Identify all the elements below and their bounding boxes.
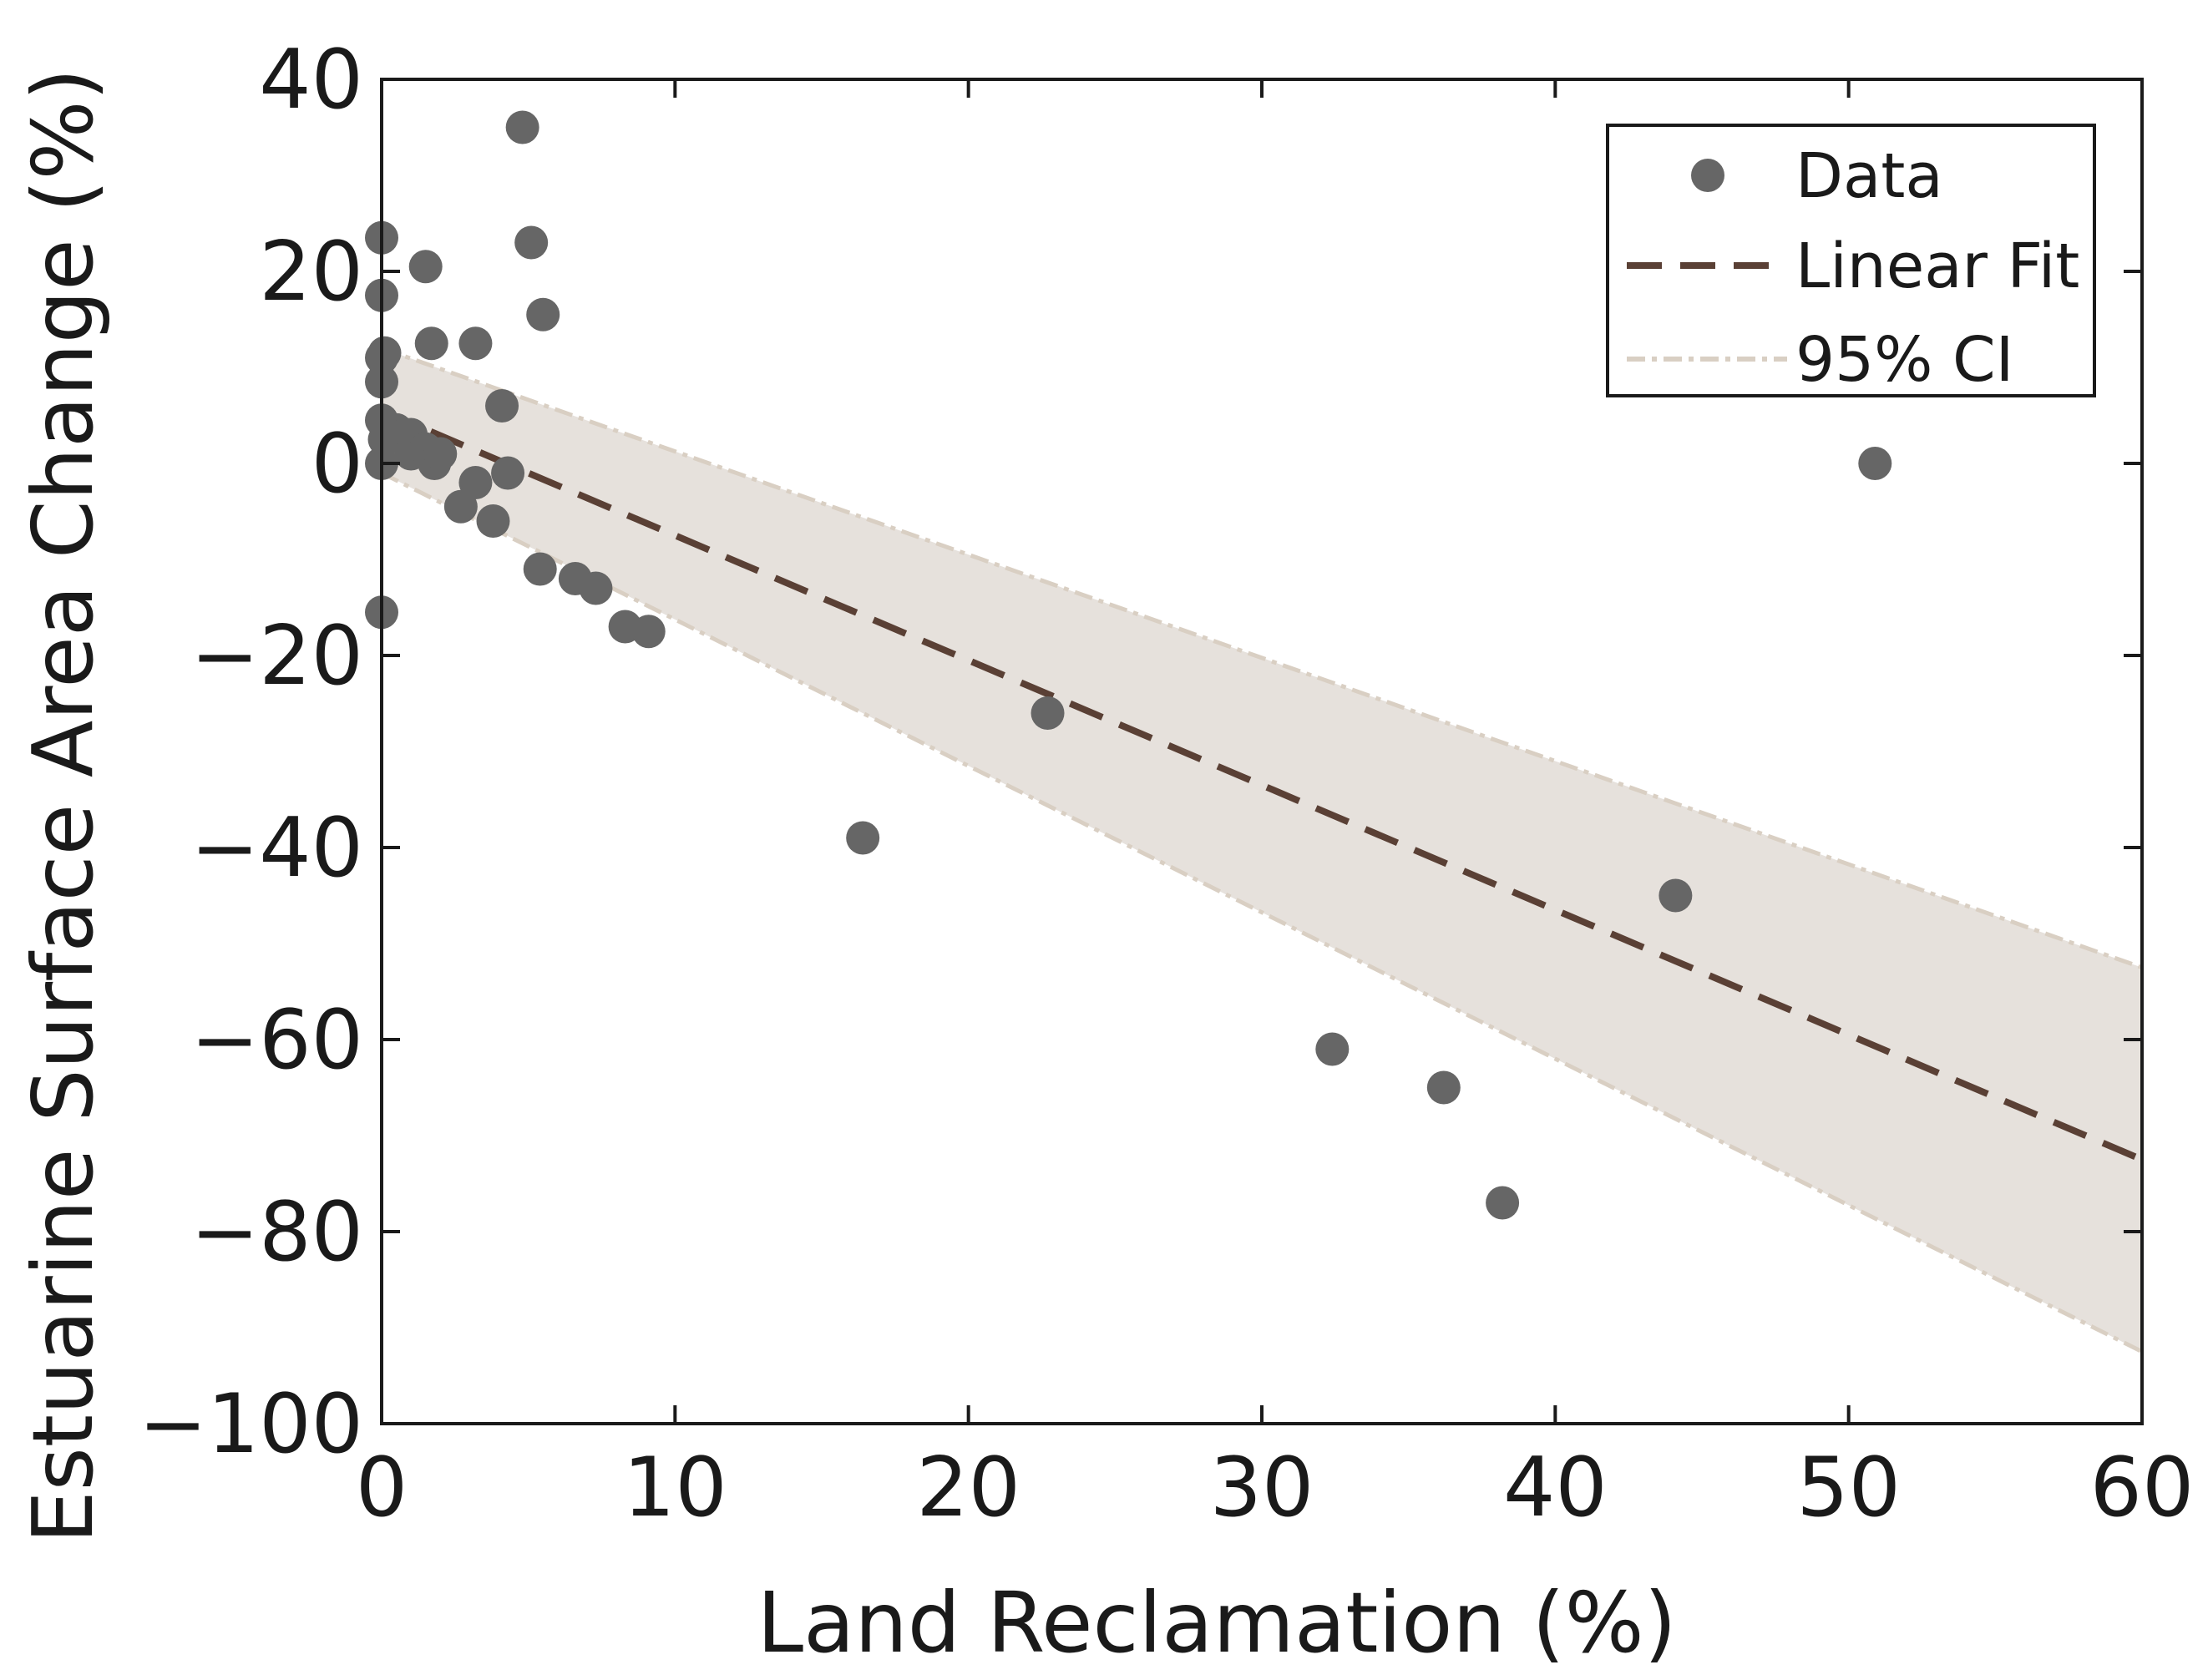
data-point [491, 456, 525, 490]
y-tick-label: −20 [190, 609, 363, 704]
y-tick-label: −100 [139, 1377, 363, 1472]
x-tick-label: 50 [1796, 1440, 1901, 1536]
y-tick-label: 0 [311, 417, 363, 512]
y-tick-label: −60 [190, 993, 363, 1088]
data-point [1315, 1032, 1350, 1066]
ci-lower-line [380, 471, 2144, 1354]
data-point [458, 326, 493, 361]
x-axis-label: Land Reclamation (%) [757, 1574, 1676, 1672]
y-tick-label: 40 [259, 33, 363, 128]
data-point [514, 225, 549, 260]
x-tick-label: 10 [623, 1440, 727, 1536]
x-tick-label: 20 [916, 1440, 1020, 1536]
x-tick-label: 40 [1503, 1440, 1608, 1536]
x-axis-ticks: 0 10 20 30 40 50 60 [356, 79, 2195, 1536]
legend-data-label: Data [1795, 140, 1943, 212]
data-point [526, 297, 560, 331]
data-point [631, 615, 666, 649]
data-point [1659, 878, 1693, 913]
y-axis-label: Estuarine Surface Area Change (%) [14, 68, 112, 1543]
data-point [1486, 1186, 1520, 1220]
data-point [408, 250, 443, 284]
data-point [458, 466, 493, 499]
data-point [1031, 696, 1065, 730]
data-point [485, 389, 519, 423]
x-tick-label: 60 [2090, 1440, 2195, 1536]
x-tick-label: 30 [1210, 1440, 1314, 1536]
y-tick-label: −80 [190, 1185, 363, 1280]
data-point [1858, 447, 1892, 480]
legend-fit-label: Linear Fit [1795, 230, 2079, 302]
data-point [1426, 1070, 1461, 1105]
ci-upper-line [381, 346, 2143, 970]
axes: 0 10 20 30 40 50 60 40 20 0 −20 −40 −60 −80 −100 [139, 33, 2195, 1536]
data-point [414, 326, 448, 361]
data-point [846, 821, 880, 855]
plot-area [365, 110, 2144, 1354]
axes-frame [380, 78, 2144, 1425]
data-point [423, 437, 458, 471]
data-point [505, 110, 539, 144]
data-point [523, 552, 557, 586]
legend-ci-label: 95% CI [1795, 324, 2014, 396]
legend-box [1606, 124, 2096, 397]
data-point [443, 489, 478, 524]
data-point [579, 571, 613, 605]
y-tick-label: 20 [259, 225, 363, 320]
ci-band [382, 348, 2142, 1352]
data-point [476, 504, 510, 538]
legend-data-marker [1691, 159, 1724, 192]
x-tick-label: 0 [356, 1440, 408, 1536]
y-tick-label: −40 [190, 801, 363, 896]
legend: Data Linear Fit 95% CI [1606, 124, 2096, 397]
